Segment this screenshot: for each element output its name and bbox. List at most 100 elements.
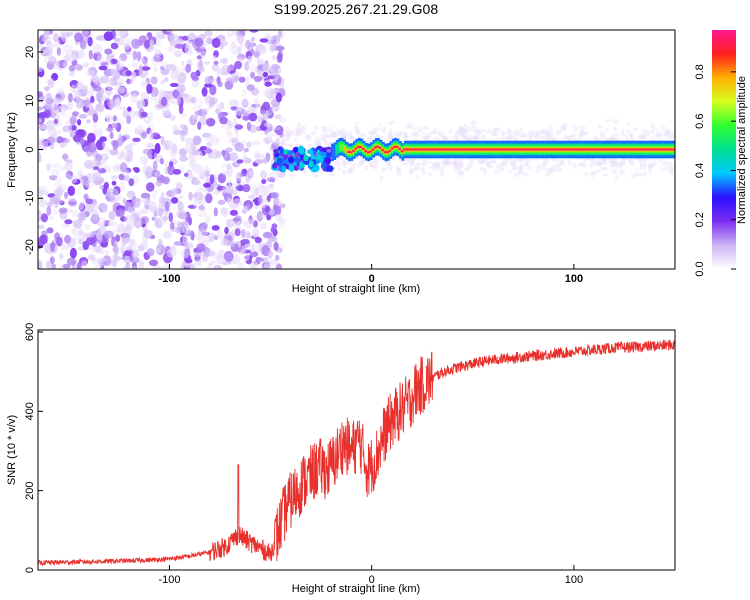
heatmap-haze-cell [638,133,645,140]
heatmap-haze-cell [388,133,392,139]
heatmap-noise-cell [204,30,213,37]
heatmap-ridge-cell [473,148,477,151]
heatmap-ridge-cell [658,148,661,151]
heatmap-noise-cell [51,195,61,204]
heatmap-noise-cell [146,83,153,94]
heatmap-noise-cell [226,197,232,206]
heatmap-transition-cell [288,164,295,172]
heatmap-haze-cell [459,127,466,132]
heatmap-noise-cell [206,250,216,257]
heatmap-haze-cell [422,159,427,167]
heatmap-haze-cell [628,132,633,138]
heatmap-noise-cell [146,248,155,257]
heatmap-ridge-cell [560,148,564,151]
heatmap-noise-cell [56,236,63,247]
heatmap-noise-cell [189,157,197,167]
heatmap-noise-cell [136,51,142,61]
heatmap-haze-cell [459,132,465,137]
heatmap-haze-cell [431,161,438,167]
heatmap-noise-cell [184,43,192,55]
heatmap-noise-cell [75,64,84,71]
heatmap-ridge-cell [611,148,615,151]
heatmap-noise-cell [41,35,52,43]
heatmap-noise-cell [117,64,124,71]
heatmap-noise-cell [51,263,57,269]
heatmap-noise-cell [238,262,244,269]
heatmap-haze-cell [662,161,668,166]
heatmap-haze-cell [396,134,401,139]
heatmap-noise-cell [117,86,126,94]
heatmap-ridge-cell [439,148,443,151]
heatmap-noise-cell [90,214,99,224]
heatmap-noise-cell [172,168,182,175]
heatmap-noise-cell [159,61,168,68]
heatmap-haze-cell [397,168,402,172]
heatmap-haze-cell [407,123,414,130]
heatmap-noise-cell [241,156,250,164]
heatmap-transition-cell [273,148,280,154]
heatmap-ridge-cell [488,148,491,151]
heatmap-noise-cell [166,249,177,258]
heatmap-haze-cell [579,162,586,167]
heatmap-noise-cell [90,95,95,104]
heatmap-noise-cell [62,44,73,53]
heatmap-noise-cell [134,167,140,173]
heatmap-haze-cell [672,131,675,136]
bottom-y-tick-label: 400 [24,402,36,420]
heatmap-haze-cell [524,159,529,166]
heatmap-noise-cell [146,32,153,39]
heatmap-transition-cell [325,157,331,163]
colorbar-tick-label: 0.0 [694,261,706,276]
heatmap-noise-cell [205,193,213,204]
heatmap-noise-cell [111,180,117,186]
heatmap-noise-cell [164,201,170,212]
heatmap-noise-cell [170,82,179,88]
heatmap-haze-cell [537,163,542,170]
heatmap-ridge-cell [352,149,355,152]
heatmap-haze-cell [276,135,282,140]
heatmap-haze-cell [311,171,318,178]
heatmap-transition-cell [298,161,304,170]
heatmap-noise-cell [144,40,150,49]
heatmap-noise-cell [182,144,192,151]
heatmap-haze-cell [368,160,374,168]
heatmap-ridge-cell [415,148,418,151]
heatmap-ridge-cell [341,143,345,151]
heatmap-ridge-cell [592,148,596,151]
heatmap-noise-cell [69,247,77,259]
heatmap-ridge-cell [408,148,411,151]
heatmap-haze-cell [455,164,462,171]
heatmap-noise-cell [190,142,197,152]
colorbar-tick-label: 0.8 [694,64,706,79]
heatmap-noise-cell [240,239,250,245]
heatmap-noise-cell [256,58,264,66]
heatmap-noise-cell [234,75,240,82]
heatmap-haze-cell [330,131,336,135]
heatmap-haze-cell [650,163,655,169]
heatmap-haze-cell [314,140,320,147]
heatmap-noise-cell [118,133,123,144]
heatmap-haze-cell [659,166,664,172]
heatmap-noise-cell [205,177,210,185]
heatmap-noise-cell [112,140,119,151]
heatmap-ridge-cell [580,148,583,151]
heatmap-haze-cell [342,163,347,169]
heatmap-haze-cell [568,134,574,141]
heatmap-noise-cell [78,229,84,236]
heatmap-haze-cell [301,128,306,135]
heatmap-noise-cell [246,121,252,131]
heatmap-haze-cell [478,157,485,164]
heatmap-ridge-cell [536,148,540,151]
heatmap-noise-cell [162,176,170,185]
heatmap-noise-cell [59,243,69,251]
heatmap-haze-cell [444,160,447,165]
heatmap-haze-cell [611,168,618,174]
heatmap-haze-cell [297,128,302,134]
heatmap-transition-cell [308,160,314,168]
heatmap-noise-cell [185,63,192,73]
heatmap-haze-cell [341,132,348,138]
heatmap-haze-cell [560,125,567,132]
heatmap-noise-cell [160,135,165,146]
top-x-tick-label: -100 [158,273,180,285]
heatmap-noise-cell [249,244,255,254]
